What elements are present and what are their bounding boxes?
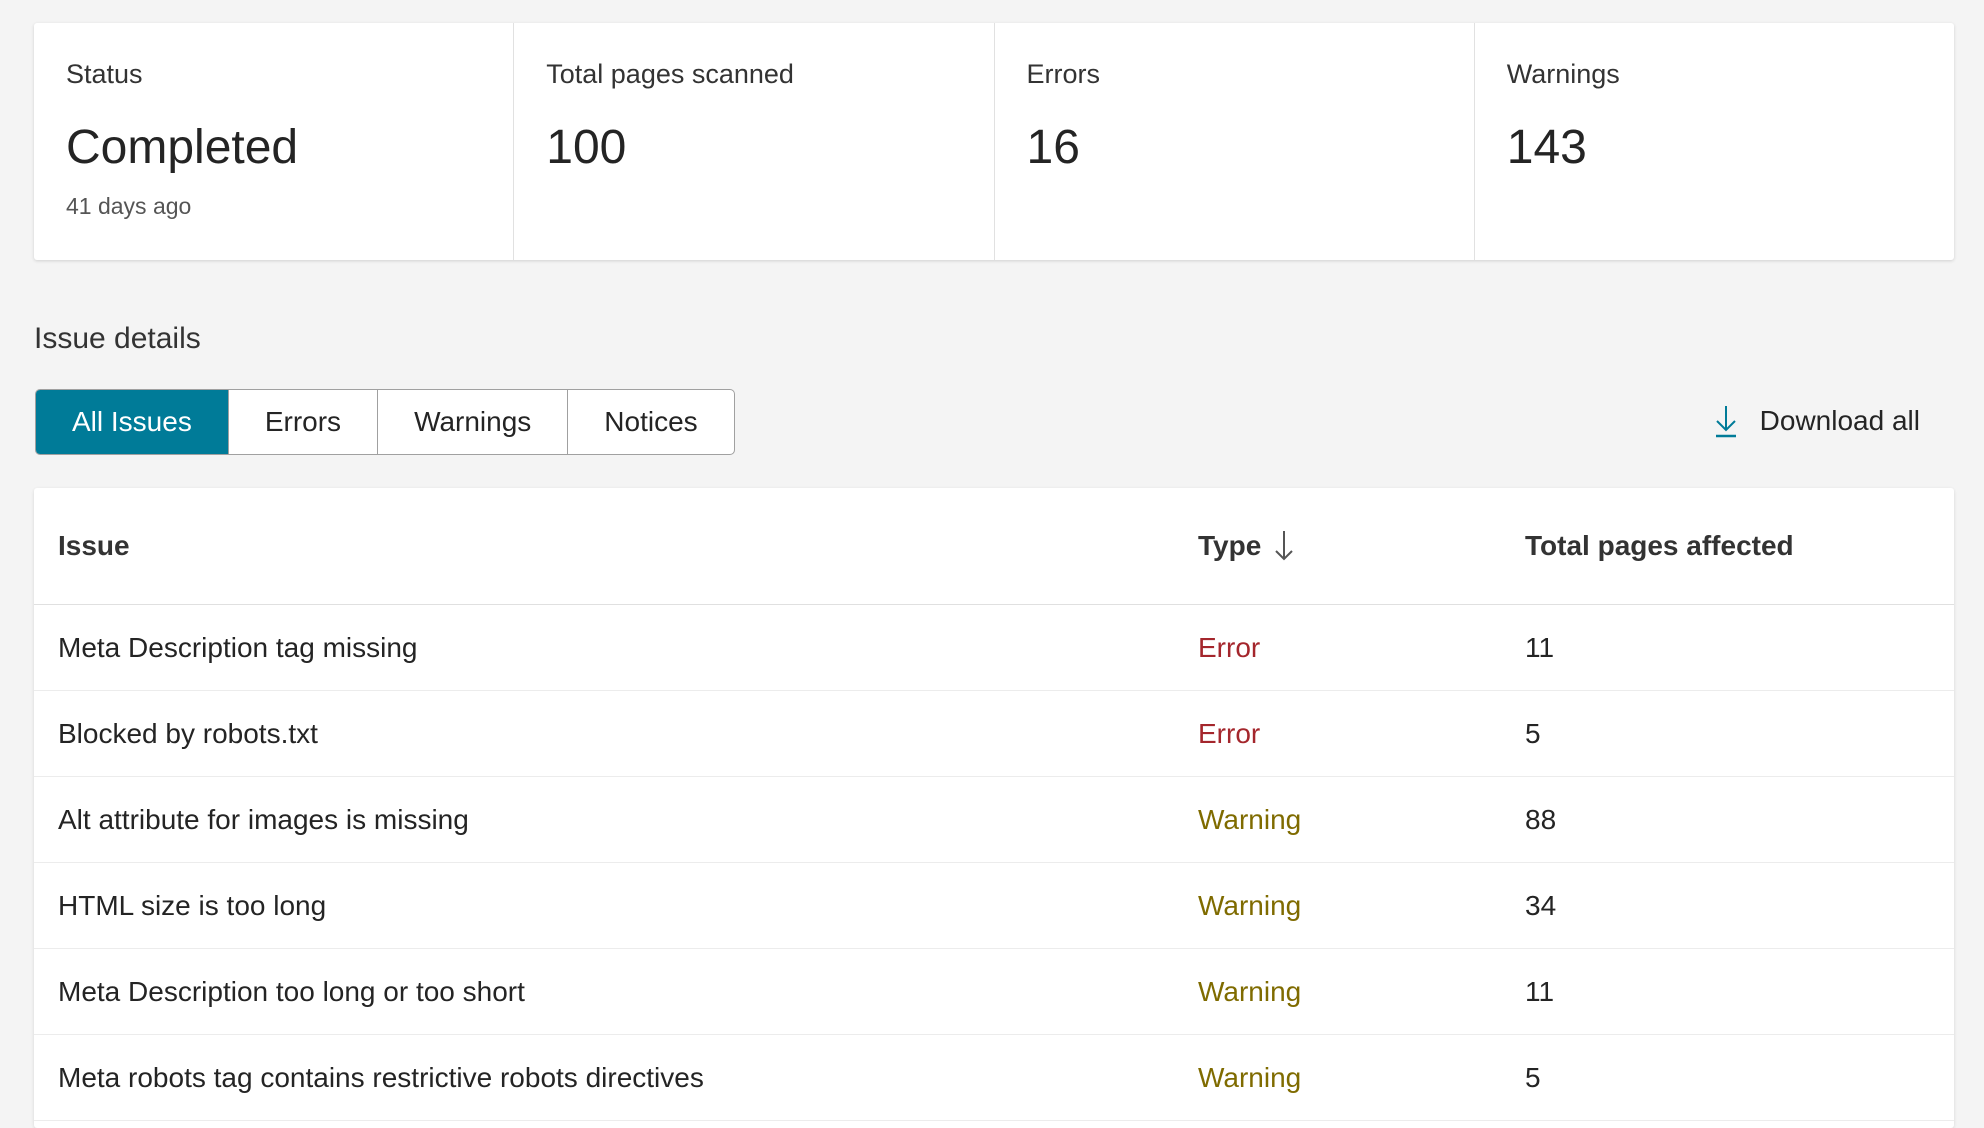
tab-notices[interactable]: Notices <box>604 406 698 437</box>
tab-errors[interactable]: Errors <box>229 390 379 454</box>
pages-label: Total pages scanned <box>546 59 794 89</box>
issue-name[interactable]: Meta Description tag missing <box>58 631 418 663</box>
warnings-label: Warnings <box>1506 59 1620 89</box>
header-pages[interactable]: Total pages affected <box>1525 530 1794 561</box>
table-row[interactable]: Meta Description tag missing Error 11 <box>34 605 1954 691</box>
section-title: Issue details <box>34 322 201 355</box>
summary-cards: Status Completed 41 days ago Total pages… <box>34 23 1954 260</box>
issue-type: Warning <box>1198 889 1302 921</box>
tab-warnings[interactable]: Warnings <box>378 390 569 454</box>
errors-value: 16 <box>1026 121 1080 174</box>
table-row[interactable]: Meta robots tag contains restrictive rob… <box>34 1035 1954 1121</box>
table-row[interactable]: Meta Description too long or too short W… <box>34 949 1954 1035</box>
issue-filter-tabs: All Issues Errors Warnings Notices <box>35 389 735 455</box>
pages-affected: 11 <box>1525 975 1555 1007</box>
pages-affected: 34 <box>1525 889 1557 921</box>
issue-type: Warning <box>1198 975 1302 1007</box>
table-row[interactable]: Alt attribute for images is missing Warn… <box>34 777 1954 863</box>
tab-all-issues[interactable]: All Issues <box>36 390 229 454</box>
download-all-button[interactable]: Download all <box>1714 404 1920 438</box>
pages-affected: 5 <box>1525 1061 1541 1093</box>
errors-label: Errors <box>1026 59 1101 89</box>
issue-name[interactable]: HTML size is too long <box>58 889 327 921</box>
issue-name[interactable]: Meta Description too long or too short <box>58 975 525 1007</box>
issue-name[interactable]: Blocked by robots.txt <box>58 717 318 749</box>
status-value: Completed <box>66 121 299 174</box>
status-time: 41 days ago <box>66 193 192 219</box>
header-type[interactable]: Type <box>1198 529 1525 563</box>
header-issue[interactable]: Issue <box>58 530 130 561</box>
errors-card: Errors 16 <box>995 23 1475 260</box>
issue-type: Error <box>1198 717 1261 749</box>
status-label: Status <box>66 59 143 89</box>
pages-affected: 88 <box>1525 803 1557 835</box>
pages-card: Total pages scanned 100 <box>514 23 995 260</box>
table-header: Issue Type Total pages affected <box>34 488 1954 605</box>
issue-type: Error <box>1198 631 1261 663</box>
download-all-label: Download all <box>1759 405 1920 436</box>
table-row[interactable]: HTML size is too long Warning 34 <box>34 863 1954 949</box>
issue-type: Warning <box>1198 1061 1302 1093</box>
pages-affected: 11 <box>1525 631 1555 663</box>
issue-name[interactable]: Meta robots tag contains restrictive rob… <box>58 1061 704 1093</box>
issue-type: Warning <box>1198 803 1302 835</box>
warnings-card: Warnings 143 <box>1475 23 1954 260</box>
pages-affected: 5 <box>1525 717 1541 749</box>
header-type-label: Type <box>1198 530 1262 561</box>
status-card: Status Completed 41 days ago <box>34 23 515 260</box>
arrow-down-icon <box>1275 531 1293 561</box>
issue-name[interactable]: Alt attribute for images is missing <box>58 803 469 835</box>
warnings-value: 143 <box>1506 121 1587 174</box>
pages-value: 100 <box>546 121 627 174</box>
issues-table: Issue Type Total pages affected Meta Des… <box>34 488 1954 1128</box>
table-row[interactable]: Blocked by robots.txt Error 5 <box>34 691 1954 777</box>
download-arrow-icon <box>1715 406 1736 438</box>
